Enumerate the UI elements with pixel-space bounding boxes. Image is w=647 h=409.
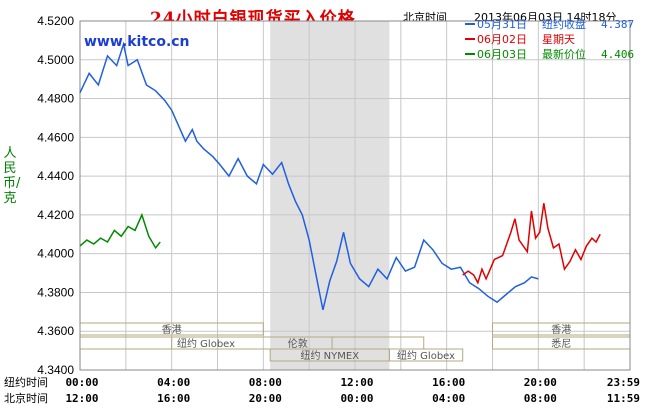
y-tick-label: 4.4600 — [37, 130, 74, 144]
x-tick-label: 16:00 — [432, 376, 465, 389]
session-box — [388, 348, 464, 362]
y-tick-label: 4.3400 — [37, 363, 74, 377]
x-tick-label: 08:00 — [524, 392, 557, 405]
legend-date: 06月02日 — [477, 33, 527, 46]
x-tick-label: 23:59 — [607, 376, 640, 389]
x-tick-label: 08:00 — [249, 376, 282, 389]
x-tick-label: 11:59 — [607, 392, 640, 405]
series-line-2 — [462, 203, 601, 285]
session-label: 悉尼 — [551, 338, 571, 350]
x-tick-label: 00:00 — [65, 376, 98, 389]
x-tick-label: 16:00 — [157, 392, 190, 405]
watermark: www.kitco.cn — [84, 34, 190, 50]
session-label: 纽约 NYMEX — [301, 349, 360, 362]
session-label: 香港 — [162, 324, 182, 336]
series-line-1 — [79, 41, 539, 311]
y-axis-unit: 人民币/克 — [3, 146, 21, 206]
x-tick-label: 12:00 — [65, 392, 98, 405]
y-tick-label: 4.4000 — [37, 247, 74, 261]
legend-text: 最新价位 — [542, 47, 586, 61]
x-tick-label: 04:00 — [157, 376, 190, 389]
legend-value: 4.387 — [601, 18, 634, 31]
x-tick-label: 00:00 — [340, 392, 373, 405]
legend-value: 4.406 — [601, 48, 634, 61]
y-tick-label: 4.4800 — [37, 92, 74, 106]
y-tick-label: 4.4400 — [37, 169, 74, 183]
legend-text: 星期天 — [542, 33, 575, 46]
series-line-3 — [79, 212, 161, 250]
x-tick-label: 12:00 — [340, 376, 373, 389]
legend-text: 纽约收盘 — [542, 17, 586, 31]
session-label: 纽约 Globex — [397, 349, 455, 362]
y-tick-label: 4.5000 — [37, 53, 74, 67]
x-axis-row-label: 北京时间 — [4, 391, 48, 405]
y-tick-label: 4.4200 — [37, 208, 74, 222]
session-label: 伦敦 — [288, 337, 308, 350]
y-tick-label: 4.3800 — [37, 285, 74, 299]
session-label: 纽约 Globex — [177, 337, 235, 350]
x-tick-label: 20:00 — [249, 392, 282, 405]
session-label: 香港 — [551, 324, 571, 336]
legend-date: 05月31日 — [477, 18, 527, 31]
shaded-period — [270, 21, 390, 370]
plot-border — [79, 20, 631, 371]
y-tick-label: 4.3600 — [37, 324, 74, 338]
x-axis-row-label: 纽约时间 — [4, 375, 48, 389]
x-tick-label: 04:00 — [432, 392, 465, 405]
x-tick-label: 20:00 — [524, 376, 557, 389]
legend-date: 06月03日 — [477, 48, 527, 61]
y-tick-label: 4.5200 — [37, 14, 74, 28]
